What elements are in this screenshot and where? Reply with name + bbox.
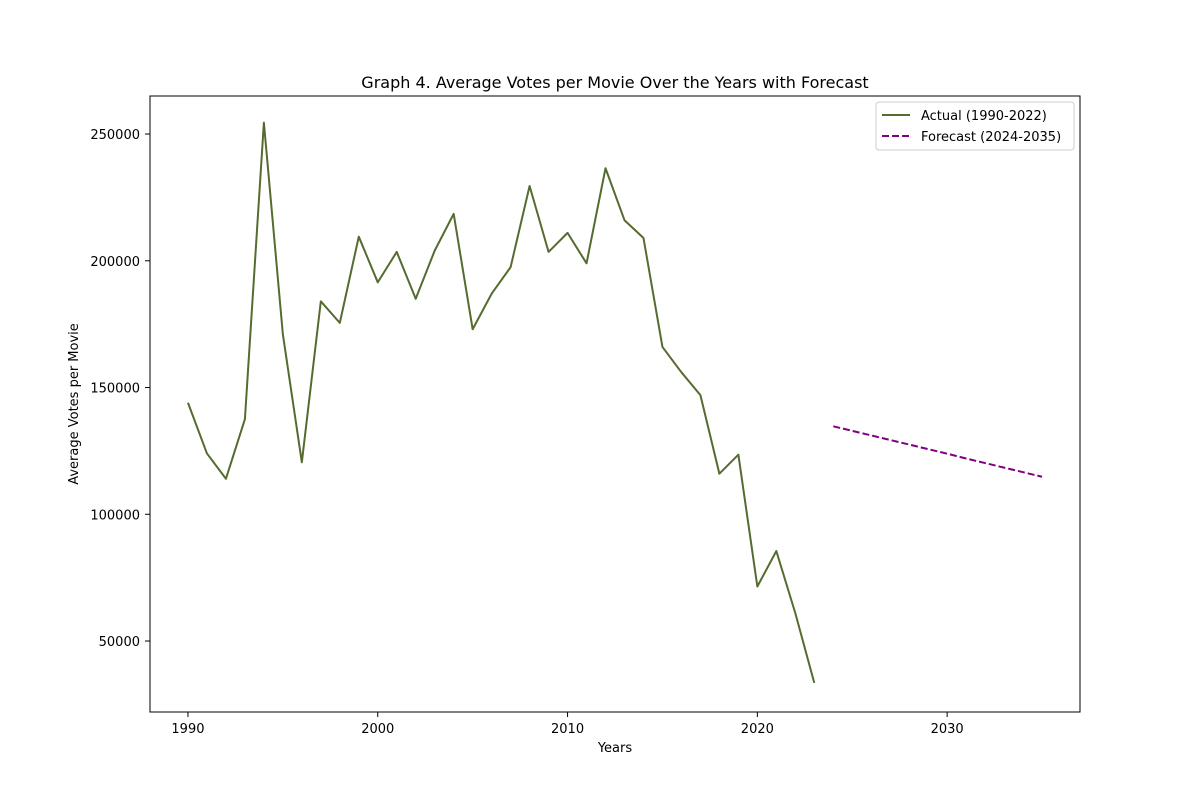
legend-label: Forecast (2024-2035): [921, 130, 1061, 145]
x-tick-label: 2010: [551, 722, 584, 737]
y-tick-label: 250000: [90, 128, 140, 143]
legend-label: Actual (1990-2022): [921, 109, 1047, 124]
x-tick-label: 2020: [741, 722, 774, 737]
forecast-series-line: [833, 425, 1043, 478]
y-tick-label: 200000: [90, 255, 140, 270]
legend: Actual (1990-2022) Forecast (2024-2035): [875, 101, 1075, 151]
actual-series-line: [187, 121, 816, 684]
legend-frame: [875, 101, 1075, 151]
plot-frame: [149, 95, 1081, 713]
y-tick-label: 150000: [90, 382, 140, 397]
y-axis-label: Average Votes per Movie: [67, 323, 82, 485]
y-tick-label: 100000: [90, 508, 140, 523]
x-axis-label: Years: [597, 741, 633, 756]
y-tick-label: 50000: [99, 635, 140, 650]
x-tick-label: 1990: [171, 722, 204, 737]
chart-title: Graph 4. Average Votes per Movie Over th…: [361, 73, 868, 92]
x-tick-label: 2030: [931, 722, 964, 737]
x-tick-label: 2000: [361, 722, 394, 737]
